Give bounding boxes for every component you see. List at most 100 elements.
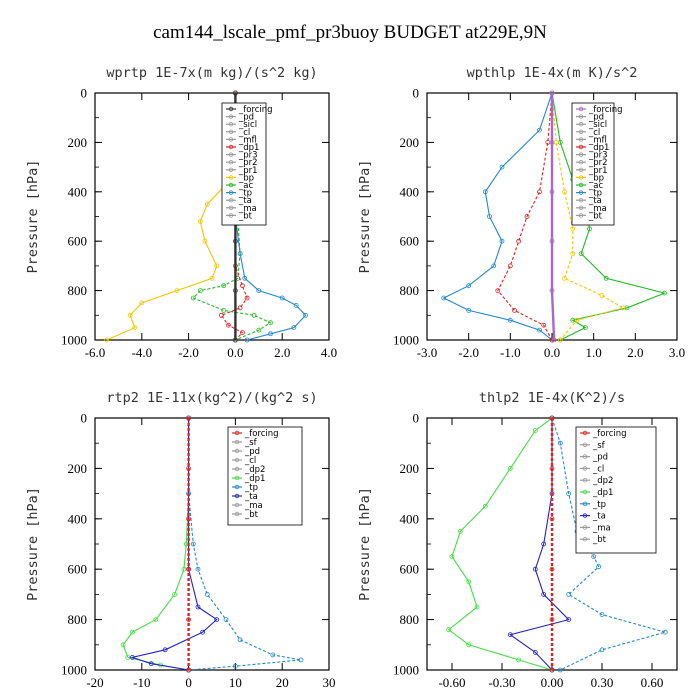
legend-label: _dp2 <box>592 476 613 486</box>
series-point <box>204 592 210 597</box>
y-tick-label: 400 <box>68 511 88 526</box>
legend-label: _ma <box>238 204 257 214</box>
series-point <box>293 302 299 308</box>
series-point <box>466 307 472 313</box>
series-point <box>268 320 273 326</box>
x-tick-label: -2.0 <box>458 345 479 360</box>
legend-marker <box>582 430 588 436</box>
legend-marker <box>582 442 588 447</box>
series-point <box>449 554 455 559</box>
series-point <box>195 566 201 572</box>
series-point <box>662 290 667 296</box>
legend-marker <box>578 106 584 112</box>
series-point <box>549 415 555 421</box>
series-point <box>562 275 567 281</box>
series-point <box>507 263 513 269</box>
x-tick-label: 3.0 <box>669 345 685 360</box>
y-tick-label: 800 <box>400 612 420 627</box>
series-point <box>516 238 522 244</box>
legend-label: _dp1 <box>592 488 613 498</box>
legend-marker <box>228 159 234 165</box>
series-point <box>129 629 135 635</box>
series-point <box>204 201 210 207</box>
legend-label: _pr3 <box>238 151 258 161</box>
series-point <box>303 312 309 318</box>
legend-marker <box>582 501 588 506</box>
x-tick-label: -1.0 <box>500 345 521 360</box>
series-point <box>596 564 602 570</box>
series-point <box>132 325 138 331</box>
legend-label: _pr1 <box>588 166 608 176</box>
x-tick-label: 4.0 <box>321 345 337 360</box>
series-point <box>237 251 243 257</box>
x-tick-label: -20 <box>86 675 103 690</box>
legend-marker <box>228 152 234 157</box>
series-point <box>551 337 557 343</box>
series-point <box>202 238 208 244</box>
x-tick-label: -2.0 <box>178 345 199 360</box>
x-tick-label: -6.0 <box>85 345 106 360</box>
series-point <box>197 288 203 294</box>
y-tick-label: 600 <box>400 562 420 577</box>
series-line-tp <box>234 93 307 341</box>
legend-marker <box>228 106 234 112</box>
series-point <box>532 428 538 434</box>
series-point <box>186 465 192 471</box>
series-point <box>574 317 580 323</box>
x-tick-label: 1.0 <box>586 345 602 360</box>
series-point <box>174 288 180 294</box>
series-group <box>446 415 668 673</box>
legend-marker <box>234 466 240 472</box>
series-line-forcing <box>550 93 556 341</box>
x-tick-label: -0.60 <box>438 675 465 690</box>
series-point <box>268 331 273 337</box>
series-point <box>591 554 597 559</box>
y-axis-label: Pressure [hPa] <box>357 160 373 274</box>
legend-label: _ma <box>244 501 263 511</box>
series-point <box>200 629 206 635</box>
series-point <box>104 337 110 343</box>
legend-marker <box>578 197 584 203</box>
series-point <box>549 516 555 522</box>
x-tick-label: -0.30 <box>488 675 515 690</box>
legend-label: _pd <box>238 113 254 123</box>
legend-label: _pr1 <box>238 166 258 176</box>
legend-label: _forcing <box>588 105 623 115</box>
y-tick-label: 400 <box>400 511 420 526</box>
y-tick-label: 1000 <box>61 663 87 678</box>
legend-marker <box>228 121 234 127</box>
legend-label: _cl <box>238 128 250 138</box>
series-group <box>120 415 304 673</box>
legend-label: _cl <box>592 464 604 474</box>
series-point <box>482 503 488 509</box>
y-tick-label: 1000 <box>61 333 87 348</box>
plot-frame <box>94 92 330 341</box>
series-point <box>218 312 224 318</box>
series-point <box>507 465 513 471</box>
legend-marker <box>228 175 234 180</box>
legend-marker <box>578 182 584 188</box>
series-point <box>549 189 555 195</box>
series-point <box>256 327 262 333</box>
series-point <box>662 629 668 635</box>
legend-label: _ta <box>592 512 606 522</box>
y-tick-label: 0 <box>81 411 88 426</box>
series-point <box>153 617 159 622</box>
legend-label: _bt <box>238 211 253 221</box>
series-point <box>148 661 154 667</box>
legend-marker <box>578 144 584 150</box>
series-point <box>209 275 215 281</box>
legend-label: _sicl <box>238 120 257 130</box>
y-axis-label: Pressure [hPa] <box>25 160 41 274</box>
legend-label: _tp <box>592 500 606 510</box>
legend-label: _pr3 <box>588 151 608 161</box>
series-point <box>516 657 522 663</box>
series-point <box>549 139 555 145</box>
series-point <box>232 90 238 96</box>
series-point <box>557 667 563 673</box>
series-line-bp <box>106 93 236 341</box>
series-point <box>181 566 187 572</box>
series-point <box>127 312 133 318</box>
x-tick-label: 0 <box>185 675 192 690</box>
series-point <box>172 592 178 597</box>
